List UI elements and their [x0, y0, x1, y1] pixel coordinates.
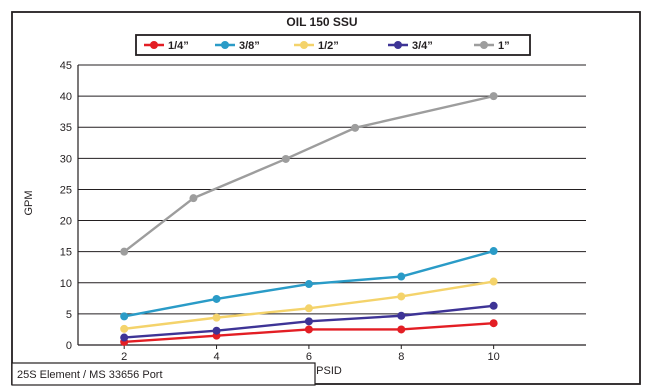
y-tick-label: 5 — [66, 309, 72, 321]
y-tick-label: 0 — [66, 340, 72, 352]
x-tick-label: 10 — [488, 351, 500, 363]
legend-label: 1” — [498, 40, 510, 52]
x-axis-label: PSID — [316, 365, 342, 377]
series-2 — [120, 247, 498, 321]
legend-label: 3/8” — [239, 40, 260, 52]
chart-title: OIL 150 SSU — [286, 15, 357, 29]
data-point — [489, 319, 498, 328]
legend-label: 1/4” — [168, 40, 189, 52]
x-tick-label: 6 — [306, 351, 312, 363]
data-point — [397, 272, 406, 281]
y-tick-label: 25 — [60, 184, 72, 196]
legend-marker — [480, 41, 488, 49]
series-5 — [120, 92, 498, 256]
data-point — [120, 312, 129, 321]
data-point — [304, 280, 313, 289]
series-3 — [120, 277, 498, 333]
data-point — [304, 317, 313, 326]
data-point — [120, 324, 129, 333]
legend-marker — [221, 41, 229, 49]
legend-marker — [300, 41, 308, 49]
legend-label: 1/2” — [318, 40, 339, 52]
data-point — [212, 294, 221, 303]
y-tick-label: 45 — [60, 60, 72, 72]
y-tick-label: 15 — [60, 247, 72, 259]
data-point — [489, 301, 498, 310]
grid — [78, 64, 586, 346]
axes: 0 5 10 15 20 25 30 35 40 45 2 4 6 8 10 — [60, 60, 586, 363]
data-point — [189, 194, 198, 203]
legend-marker — [394, 41, 402, 49]
legend-marker — [150, 41, 158, 49]
caption-box — [11, 362, 316, 386]
y-tick-label: 10 — [60, 278, 72, 290]
legend-box — [135, 34, 531, 56]
y-tick-label: 30 — [60, 153, 72, 165]
data-point — [397, 325, 406, 334]
data-point — [304, 325, 313, 334]
caption-text: 25S Element / MS 33656 Port — [17, 369, 163, 381]
data-point — [489, 92, 498, 101]
y-tick-label: 35 — [60, 122, 72, 134]
data-point — [120, 333, 129, 342]
y-tick-label: 40 — [60, 91, 72, 103]
series-layer — [120, 92, 498, 346]
data-point — [489, 277, 498, 286]
data-point — [489, 247, 498, 256]
y-tick-label: 20 — [60, 216, 72, 228]
series-4 — [120, 301, 498, 342]
y-axis-label: GPM — [23, 190, 35, 215]
data-point — [397, 311, 406, 320]
data-point — [397, 292, 406, 301]
data-point — [212, 326, 221, 335]
chart-frame — [11, 11, 641, 385]
data-point — [212, 313, 221, 322]
data-point — [304, 304, 313, 313]
legend-label: 3/4” — [412, 40, 433, 52]
x-tick-label: 8 — [398, 351, 404, 363]
data-point — [351, 123, 360, 132]
x-tick-label: 4 — [213, 351, 219, 363]
legend: 1/4” 3/8” 1/2” 3/4” 1” — [144, 40, 510, 52]
data-point — [120, 247, 129, 256]
data-point — [281, 154, 290, 163]
x-tick-label: 2 — [121, 351, 127, 363]
